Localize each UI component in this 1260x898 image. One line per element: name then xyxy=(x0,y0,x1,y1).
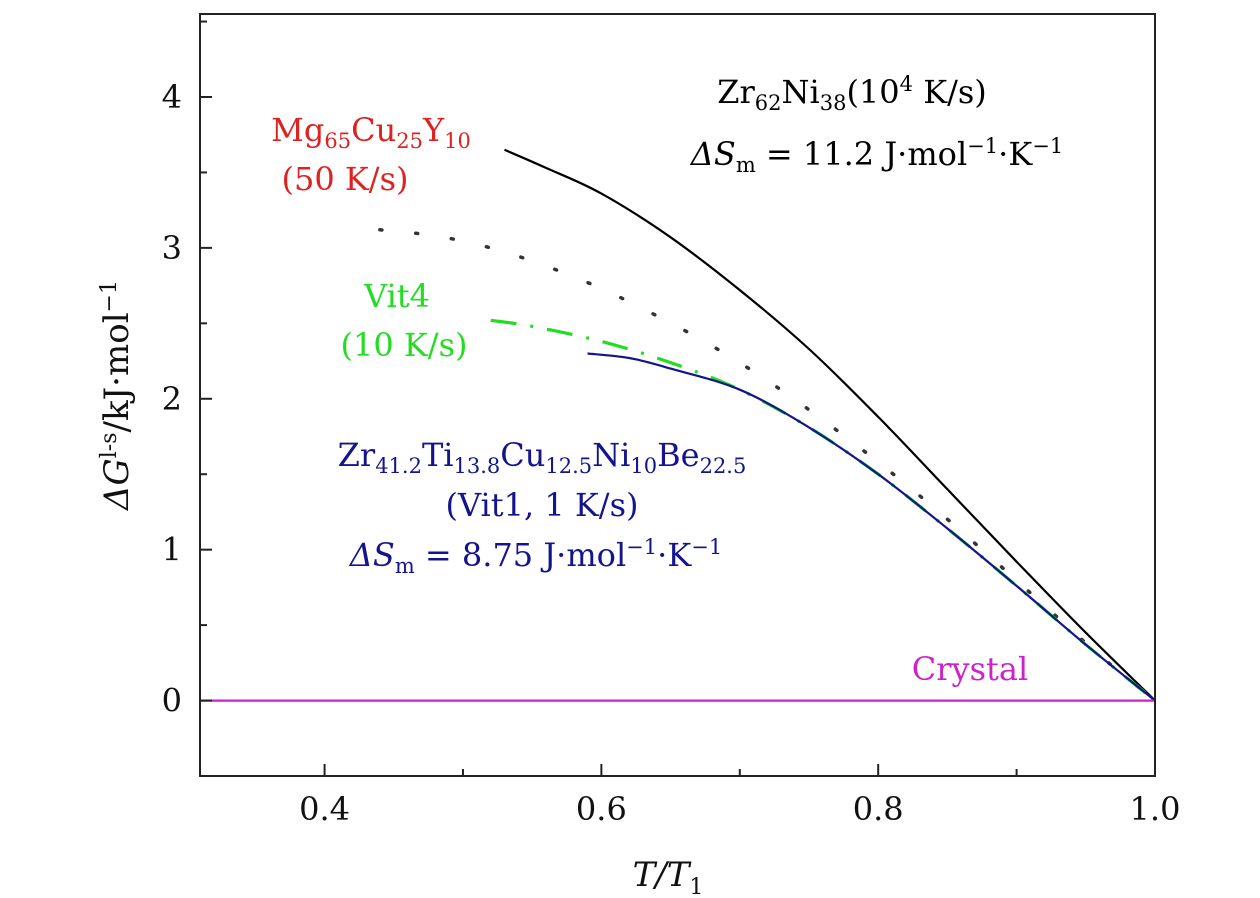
y-axis-title-unit-sup: −1 xyxy=(97,280,122,312)
mg65-p1: Mg xyxy=(271,111,324,149)
x-axis-title-sub: 1 xyxy=(689,875,703,898)
vit1-composition-label: Zr41.2Ti13.8Cu12.5Ni10Be22.5 xyxy=(338,436,747,478)
x-tick-label: 0.6 xyxy=(576,790,627,828)
x-axis-title-main: T/T xyxy=(633,855,692,895)
zr62-p3: (10 xyxy=(846,73,899,111)
vit1-entropy-p3: ·K xyxy=(657,536,692,574)
y-axis-title-main: ΔG xyxy=(97,458,137,512)
series-layer xyxy=(200,148,1155,703)
vit1-p5: Be xyxy=(657,436,699,474)
zr62-sup: 4 xyxy=(900,72,913,96)
zr62-p2: Ni xyxy=(781,73,819,111)
vit1-p4: Ni xyxy=(592,436,630,474)
x-tick-label: 0.4 xyxy=(299,790,350,828)
vit1-entropy-sup2: −1 xyxy=(691,535,722,559)
y-tick-label: 2 xyxy=(162,380,182,418)
y-axis-title-unit: /kJ·mol xyxy=(97,312,137,432)
tick-layer: 0.4 0.6 0.8 1.0 0 1 2 3 4 xyxy=(162,20,1181,828)
x-tick-label: 0.8 xyxy=(853,790,904,828)
y-axis-title: ΔGl-s/kJ·mol−1 xyxy=(97,280,137,512)
y-axis-title-sup: l-s xyxy=(97,433,122,459)
vit4-rate-label: (10 K/s) xyxy=(341,326,468,364)
mg65-s3: 10 xyxy=(444,129,471,153)
vit1-s4: 10 xyxy=(630,454,657,478)
mg65-composition-label: Mg65Cu25Y10 xyxy=(271,111,471,153)
series-line-vit1 xyxy=(587,352,1155,702)
vit1-s2: 13.8 xyxy=(454,454,501,478)
mg65-p2: Cu xyxy=(351,111,396,149)
mg65-s2: 25 xyxy=(396,129,423,153)
zr62-entropy-s1: m xyxy=(736,153,756,177)
zr62-s2: 38 xyxy=(820,91,847,115)
plot-frame xyxy=(199,13,1156,777)
y-tick-label: 0 xyxy=(162,682,182,720)
vit1-entropy-p1: ΔS xyxy=(348,536,395,574)
zr62-entropy-sup1: −1 xyxy=(967,134,998,158)
vit1-entropy-label: ΔSm = 8.75 J·mol−1·K−1 xyxy=(348,535,722,578)
mg65-s1: 65 xyxy=(324,129,351,153)
series-line-mg65 xyxy=(378,228,1155,703)
vit1-p2: Ti xyxy=(422,436,454,474)
vit1-s1: 41.2 xyxy=(375,454,422,478)
zr62-entropy-sup2: −1 xyxy=(1032,134,1063,158)
mg65-rate-label: (50 K/s) xyxy=(282,160,409,198)
zr62-composition-label: Zr62Ni38(104 K/s) xyxy=(717,72,987,115)
vit1-entropy-p2: = 8.75 J·mol xyxy=(415,536,626,574)
zr62-entropy-p1: ΔS xyxy=(689,135,736,173)
crystal-label: Crystal xyxy=(912,650,1028,688)
y-tick-label: 4 xyxy=(162,78,182,116)
x-axis-title: T/T1 xyxy=(633,855,704,898)
zr62-entropy-label: ΔSm = 11.2 J·mol−1·K−1 xyxy=(689,134,1063,177)
mg65-p3: Y xyxy=(422,111,445,149)
vit1-entropy-sup1: −1 xyxy=(626,535,657,559)
vit1-p3: Cu xyxy=(500,436,545,474)
zr62-p1: Zr xyxy=(717,73,755,111)
y-tick-label: 1 xyxy=(162,531,182,569)
vit4-name-label: Vit4 xyxy=(363,277,430,315)
vit1-s3: 12.5 xyxy=(545,454,592,478)
y-tick-label: 3 xyxy=(162,229,182,267)
zr62-entropy-p3: ·K xyxy=(998,135,1033,173)
vit1-entropy-s1: m xyxy=(395,554,415,578)
zr62-s1: 62 xyxy=(755,91,782,115)
zr62-p4: K/s) xyxy=(913,73,987,111)
series-line-zr62 xyxy=(504,148,1155,702)
zr62-entropy-p2: = 11.2 J·mol xyxy=(756,135,967,173)
vit1-rate-label: (Vit1, 1 K/s) xyxy=(446,486,639,524)
vit1-s5: 22.5 xyxy=(700,454,747,478)
vit1-p1: Zr xyxy=(338,436,376,474)
x-tick-label: 1.0 xyxy=(1130,790,1181,828)
